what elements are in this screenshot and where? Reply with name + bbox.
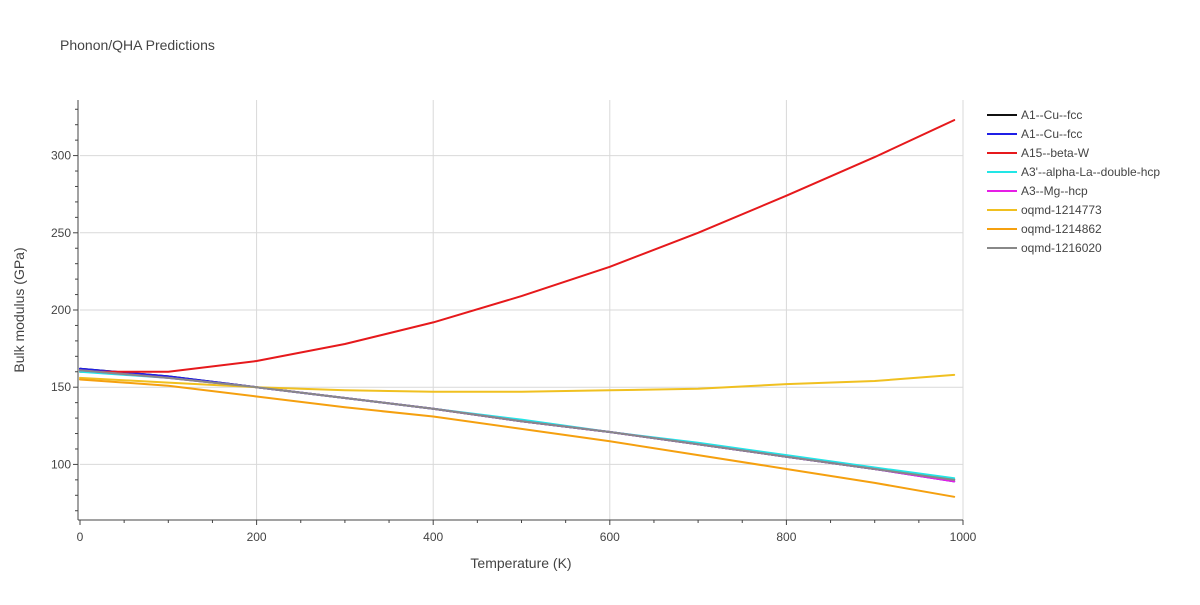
legend-label: oqmd-1214773 xyxy=(1021,203,1102,217)
y-tick-label: 200 xyxy=(51,303,71,317)
legend-item[interactable]: oqmd-1214862 xyxy=(987,222,1102,236)
x-tick-label: 200 xyxy=(247,530,267,544)
series-lines xyxy=(79,119,956,498)
series-line-3[interactable] xyxy=(79,119,956,373)
legend-item[interactable]: oqmd-1214773 xyxy=(987,203,1102,217)
y-tick-label: 100 xyxy=(51,457,71,471)
legend-label: A3'--alpha-La--double-hcp xyxy=(1021,165,1160,179)
legend-label: A15--beta-W xyxy=(1021,146,1090,160)
legend-item[interactable]: A3'--alpha-La--double-hcp xyxy=(987,165,1160,179)
legend-item[interactable]: oqmd-1216020 xyxy=(987,241,1102,255)
legend-label: A1--Cu--fcc xyxy=(1021,127,1082,141)
y-tick-label: 250 xyxy=(51,226,71,240)
y-tick-label: 300 xyxy=(51,149,71,163)
x-tick-label: 800 xyxy=(776,530,796,544)
y-tick-label: 150 xyxy=(51,380,71,394)
chart-title: Phonon/QHA Predictions xyxy=(60,37,215,53)
legend[interactable]: A1--Cu--fcc A1--Cu--fcc A15--beta-W A3'--al… xyxy=(987,108,1160,255)
series-line-8[interactable] xyxy=(79,369,956,481)
legend-label: oqmd-1216020 xyxy=(1021,241,1102,255)
legend-item[interactable]: A1--Cu--fcc xyxy=(987,127,1082,141)
legend-item[interactable]: A1--Cu--fcc xyxy=(987,108,1082,122)
legend-label: A1--Cu--fcc xyxy=(1021,108,1082,122)
legend-item[interactable]: A15--beta-W xyxy=(987,146,1090,160)
x-tick-label: 1000 xyxy=(950,530,977,544)
x-tick-label: 400 xyxy=(423,530,443,544)
series-line-7[interactable] xyxy=(79,378,956,498)
x-axis-title: Temperature (K) xyxy=(470,555,571,571)
grid xyxy=(80,100,964,520)
legend-item[interactable]: A3--Mg--hcp xyxy=(987,184,1088,198)
axes: 0 200 400 600 800 1000 100 150 200 250 300 xyxy=(51,100,977,544)
legend-label: A3--Mg--hcp xyxy=(1021,184,1088,198)
series-line-6[interactable] xyxy=(79,373,956,393)
x-tick-label: 600 xyxy=(600,530,620,544)
x-tick-label: 0 xyxy=(77,530,84,544)
legend-label: oqmd-1214862 xyxy=(1021,222,1102,236)
y-axis-title: Bulk modulus (GPa) xyxy=(11,247,27,372)
